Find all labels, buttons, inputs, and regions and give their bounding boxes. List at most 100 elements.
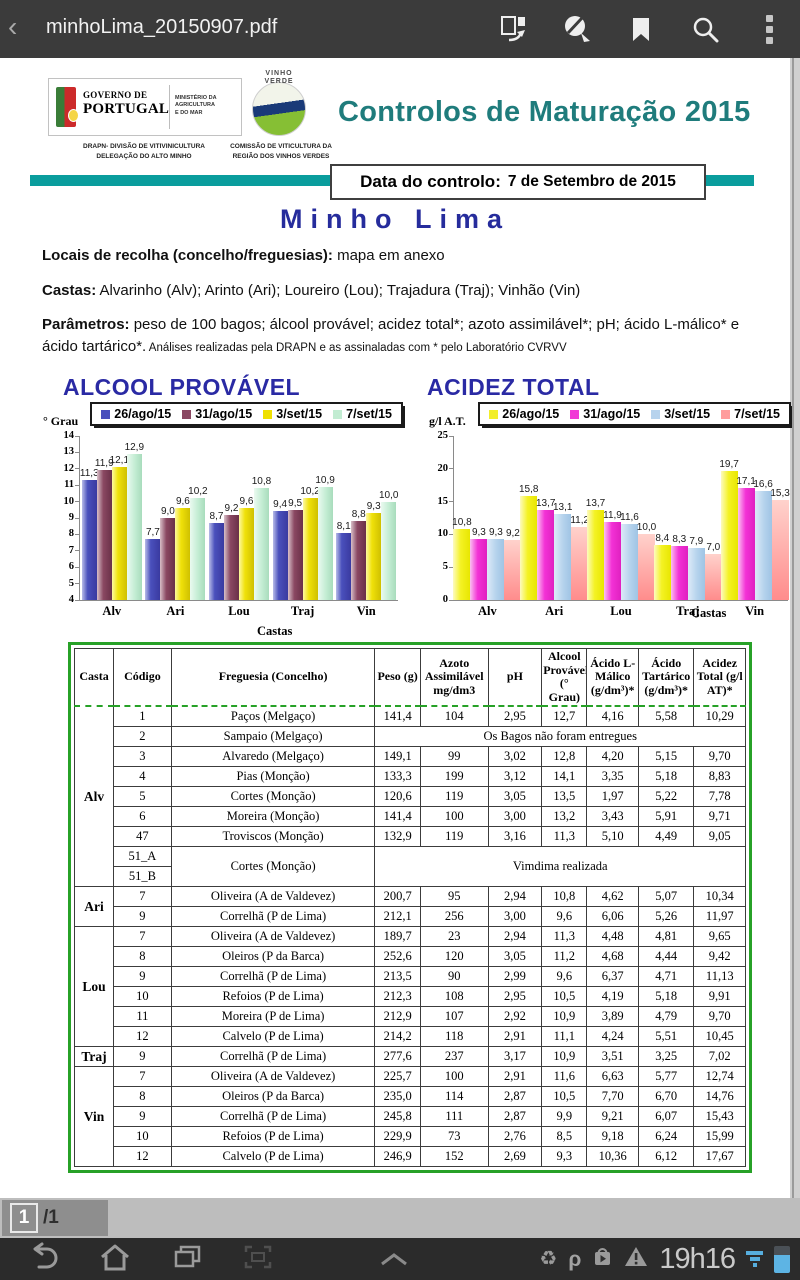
search-button[interactable] — [688, 12, 722, 46]
y-tick-mark — [75, 501, 80, 503]
value-cell: 3,43 — [586, 806, 639, 828]
freguesia-cell: Cortes (Monção) — [170, 846, 376, 888]
bar — [687, 548, 705, 600]
value-cell: 11,97 — [693, 906, 746, 928]
expand-tray-button[interactable] — [378, 1238, 410, 1280]
value-cell: 17,67 — [693, 1146, 746, 1168]
value-cell: 23 — [419, 926, 489, 948]
bar — [487, 539, 505, 600]
freguesia-cell: Refoios (P de Lima) — [170, 1126, 376, 1148]
back-button[interactable] — [26, 1242, 60, 1277]
clock[interactable]: 19h16 — [659, 1242, 736, 1275]
overflow-menu-icon — [765, 14, 773, 44]
y-tick-label: 10 — [437, 528, 449, 540]
column-header: Alcool Provável (° Grau) — [541, 648, 588, 708]
legend-item: 26/ago/15 — [489, 407, 559, 421]
freguesia-cell: Calvelo (P de Lima) — [170, 1026, 376, 1048]
bar-value-label: 9,0 — [160, 506, 175, 517]
value-cell: 256 — [419, 906, 489, 928]
value-cell: 9,3 — [541, 1146, 588, 1168]
bar-value-label: 10,2 — [188, 486, 208, 498]
bar-value-label: 19,7 — [719, 458, 739, 470]
value-cell: 2,87 — [487, 1106, 543, 1128]
bar — [302, 498, 318, 600]
table-row: Ari 7 Oliveira (A de Valdevez) 200,7 95 2,94 1… — [73, 886, 746, 928]
codigo-cell: 47 — [113, 826, 172, 848]
table-row: 10 Refoios (P de Lima) 212,3 108 2,95 10,5 4,1… — [75, 986, 746, 1008]
value-cell: 237 — [419, 1046, 489, 1068]
y-tick-mark — [75, 583, 80, 585]
table-row: 4 Pias (Monção) 133,3 199 3,12 14,1 3,35 5,18 8,… — [75, 766, 746, 788]
maturation-table: Casta Código Freguesia (Concelho) Peso (g) A… — [68, 642, 752, 1174]
battery-status-icon — [774, 1245, 790, 1273]
value-cell: 12,74 — [693, 1066, 746, 1088]
column-header: Código — [113, 648, 172, 708]
region-title: Minho Lima — [280, 204, 510, 234]
y-tick-mark — [75, 468, 80, 470]
plot-area: 0 5 10 15 20 25 10,8 9,3 9,3 9,2 Alv 15,8 13,7 13,1 11… — [438, 430, 790, 618]
portugal-flag-icon — [56, 87, 79, 127]
bar — [96, 470, 112, 600]
highlighter-button[interactable] — [560, 12, 594, 46]
value-cell: 245,8 — [374, 1106, 421, 1128]
page-indicator[interactable]: 1 /1 — [2, 1200, 108, 1236]
value-cell: 3,05 — [487, 946, 543, 968]
value-cell: 2,92 — [487, 1006, 543, 1028]
value-cell: 100 — [419, 1066, 489, 1088]
bar-value-label: 8,7 — [209, 510, 224, 522]
value-cell: 3,05 — [487, 786, 543, 808]
recent-apps-button[interactable] — [170, 1242, 204, 1277]
bar-value-label: 10,9 — [315, 474, 335, 486]
freguesia-cell: Pias (Monção) — [170, 766, 376, 788]
home-button[interactable] — [98, 1242, 132, 1277]
codigo-cell: 7 — [113, 1066, 172, 1088]
y-tick-mark — [449, 566, 454, 568]
codigo-cell: 12 — [113, 1146, 172, 1168]
value-cell: 4,48 — [586, 926, 639, 948]
value-cell: 104 — [419, 705, 489, 728]
bar-value-label: 17,1 — [736, 475, 756, 487]
value-cell: 9,65 — [693, 926, 746, 948]
freguesia-cell: Oleiros (P da Barca) — [170, 1086, 376, 1108]
value-cell: 6,06 — [586, 906, 639, 928]
value-cell: 11,1 — [541, 1026, 588, 1048]
chart-legend: 26/ago/15 31/ago/15 3/set/15 7/set/15 — [478, 402, 791, 426]
value-cell: 9,91 — [693, 986, 746, 1008]
bar — [771, 499, 789, 600]
bookmark-button[interactable] — [624, 12, 658, 46]
back-icon[interactable]: ‹ — [8, 11, 18, 42]
overflow-menu-button[interactable] — [752, 12, 786, 46]
value-cell: 10,5 — [541, 1086, 588, 1108]
column-header: pH — [487, 648, 543, 708]
category-label: Lou — [610, 604, 632, 618]
y-tick-label: 15 — [437, 495, 449, 507]
bar-value-label: 15,8 — [518, 484, 539, 496]
value-cell: 9,05 — [693, 826, 746, 848]
comissao-caption: COMISSÃO DE VITICULTURA DA REGIÃO DOS VIN… — [230, 143, 332, 160]
value-cell: 189,7 — [374, 926, 421, 948]
bar — [653, 544, 671, 600]
screenshot-button[interactable] — [242, 1242, 274, 1277]
y-tick-mark — [449, 599, 454, 601]
value-cell: 2,95 — [487, 705, 543, 728]
value-cell: 133,3 — [374, 766, 421, 788]
codigo-cell: 9 — [113, 1046, 172, 1068]
extract-pages-button[interactable] — [496, 12, 530, 46]
bar-value-label: 12,1 — [109, 455, 130, 467]
y-tick-label: 20 — [437, 462, 449, 474]
freguesia-cell: Troviscos (Monção) — [170, 826, 376, 848]
value-cell: 10,36 — [586, 1146, 639, 1168]
bar — [287, 509, 303, 600]
current-page: 1 — [10, 1203, 38, 1233]
value-cell: 5,07 — [637, 886, 695, 908]
bar — [145, 539, 161, 600]
bar — [587, 510, 604, 600]
codigo-cell: 8 — [113, 1086, 172, 1108]
value-cell: 3,12 — [487, 766, 543, 788]
casta-cell: Vin — [73, 1066, 115, 1168]
y-tick-label: 0 — [442, 594, 448, 605]
bar — [190, 498, 206, 600]
pdf-viewer[interactable]: GOVERNO DE PORTUGAL MINISTÉRIO DA AGRICU… — [0, 58, 800, 1198]
value-cell: 5,51 — [637, 1026, 695, 1048]
freguesia-cell: Calvelo (P de Lima) — [170, 1146, 376, 1168]
